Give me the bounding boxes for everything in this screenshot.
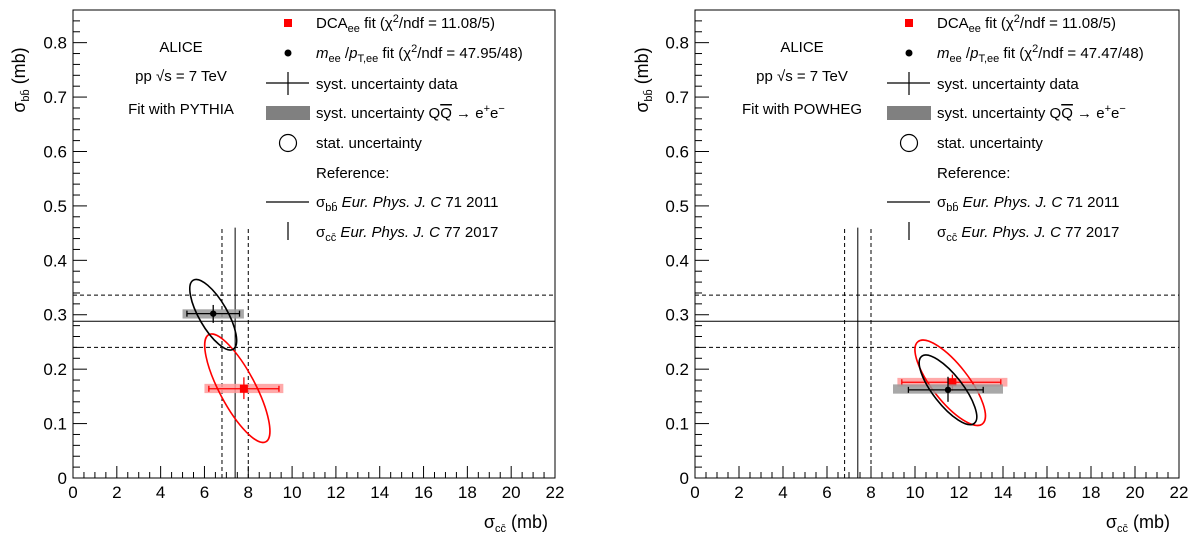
y-tick-label: 0.5 [43, 197, 67, 216]
legend-entry-stat: stat. uncertainty [316, 135, 422, 152]
y-tick-label: 0.8 [665, 34, 689, 53]
legend-entry-ref-bb: σbb̄ Eur. Phys. J. C 71 2011 [316, 194, 498, 214]
legend-marker-red-square [905, 19, 913, 27]
y-tick-label: 0.1 [43, 415, 67, 434]
reference-lines [695, 227, 1179, 478]
y-ticks: 0 0.1 0.2 0.3 0.4 0.5 0.6 0.7 0.8 [665, 20, 709, 488]
legend-marker-cross [266, 72, 309, 95]
legend-entry-reference: Reference: [937, 165, 1010, 182]
data-point-dca [948, 378, 957, 387]
x-tick-label: 10 [906, 483, 925, 502]
x-tick-label: 12 [950, 483, 969, 502]
x-tick-label: 6 [200, 483, 209, 502]
legend-entry-reference: Reference: [316, 165, 389, 182]
legend-marker-gray-box [266, 106, 310, 120]
x-axis-label: σcc̄ (mb) [1106, 512, 1170, 535]
legend-entry-syst-data: syst. uncertainty data [937, 76, 1079, 93]
legend-marker-cross [887, 72, 930, 95]
experiment-label: ALICE [159, 39, 202, 56]
right-panel: 0 2 4 6 8 10 12 14 16 18 20 22 00.10.20.30.40.50.60… [632, 9, 1188, 535]
legend-entry-mass: mee /pT,ee fit (χ2/ndf = 47.95/48) [316, 43, 523, 65]
data-point-mass [210, 310, 217, 317]
x-tick-label: 0 [68, 483, 77, 502]
data-marks [893, 339, 1008, 427]
legend-entry-dca: DCAee fit (χ2/ndf = 11.08/5) [937, 13, 1116, 35]
y-tick-label: 0 [58, 469, 67, 488]
x-ticks: 0 2 4 6 8 10 12 14 16 18 20 22 [68, 466, 564, 502]
x-tick-label: 14 [370, 483, 389, 502]
x-tick-label: 2 [734, 483, 743, 502]
legend-marker-black-dot [284, 49, 292, 57]
collision-label: pp √s = 7 TeV [135, 68, 227, 85]
left-panel: 0 2 4 6 8 10 12 14 16 18 20 22 00.10.20.30.40.50.60… [9, 9, 564, 535]
x-tick-label: 18 [1082, 483, 1101, 502]
fit-model-label: Fit with PYTHIA [128, 101, 234, 118]
y-tick-label: 0.4 [43, 251, 67, 270]
legend-entry-syst-qq: syst. uncertainty QQ → e+e− [316, 103, 505, 122]
reference-lines [73, 227, 555, 478]
x-tick-label: 18 [458, 483, 477, 502]
y-tick-label: 0.7 [43, 88, 67, 107]
y-tick-label: 0.7 [665, 88, 689, 107]
y-tick-label: 0.3 [43, 306, 67, 325]
legend: DCAee fit (χ2/ndf = 11.08/5) mee /pT,ee … [887, 13, 1144, 244]
legend-entry-ref-cc: σcc̄ Eur. Phys. J. C 77 2017 [316, 224, 498, 244]
x-tick-label: 4 [778, 483, 787, 502]
stat-ellipse [914, 339, 987, 427]
legend: DCAee fit (χ2/ndf = 11.08/5) mee /pT,ee … [266, 13, 523, 244]
legend-marker-red-square [284, 19, 292, 27]
collision-label: pp √s = 7 TeV [756, 68, 848, 85]
x-tick-label: 2 [112, 483, 121, 502]
x-tick-label: 22 [546, 483, 565, 502]
x-tick-label: 4 [156, 483, 165, 502]
x-tick-label: 0 [690, 483, 699, 502]
x-tick-label: 12 [326, 483, 345, 502]
x-axis-label: σcc̄ (mb) [484, 512, 548, 535]
y-tick-label: 0.6 [43, 142, 67, 161]
y-tick-label: 0 [680, 469, 689, 488]
y-tick-label: 0.6 [665, 142, 689, 161]
y-tick-label: 0.2 [665, 360, 689, 379]
x-tick-label: 8 [244, 483, 253, 502]
x-tick-label: 14 [994, 483, 1013, 502]
y-tick-label: 0.4 [665, 251, 689, 270]
legend-entry-ref-cc: σcc̄ Eur. Phys. J. C 77 2017 [937, 224, 1119, 244]
legend-entry-syst-data: syst. uncertainty data [316, 76, 458, 93]
x-tick-label: 8 [866, 483, 875, 502]
data-marks [182, 278, 284, 444]
y-tick-label: 0.1 [665, 415, 689, 434]
x-tick-label: 6 [822, 483, 831, 502]
x-tick-label: 16 [414, 483, 433, 502]
x-tick-label: 20 [502, 483, 521, 502]
y-tick-label: 0.8 [43, 34, 67, 53]
stat-ellipse [918, 354, 978, 426]
y-axis-label: σbb̄ (mb) [632, 47, 655, 112]
y-tick-label: 0.5 [665, 197, 689, 216]
x-tick-label: 22 [1170, 483, 1189, 502]
y-tick-label: 0.3 [665, 306, 689, 325]
y-axis-label: σbb̄ (mb) [9, 47, 32, 112]
legend-marker-gray-box [887, 106, 931, 120]
legend-marker-circle [278, 133, 298, 153]
legend-entry-ref-bb: σbb̄ Eur. Phys. J. C 71 2011 [937, 194, 1119, 214]
data-point-dca [239, 384, 248, 393]
x-tick-label: 20 [1126, 483, 1145, 502]
legend-entry-stat: stat. uncertainty [937, 135, 1043, 152]
x-ticks: 0 2 4 6 8 10 12 14 16 18 20 22 [690, 466, 1188, 502]
y-ticks: 0 0.1 0.2 0.3 0.4 0.5 0.6 0.7 0.8 [43, 20, 87, 488]
fit-model-label: Fit with POWHEG [742, 101, 862, 118]
legend-marker-black-dot [905, 49, 913, 57]
legend-entry-syst-qq: syst. uncertainty QQ → e+e− [937, 103, 1126, 122]
experiment-label: ALICE [780, 39, 823, 56]
legend-marker-circle [899, 133, 919, 153]
y-tick-label: 0.2 [43, 360, 67, 379]
x-tick-label: 16 [1038, 483, 1057, 502]
stat-ellipse [189, 278, 238, 351]
legend-entry-dca: DCAee fit (χ2/ndf = 11.08/5) [316, 13, 495, 35]
x-tick-label: 10 [283, 483, 302, 502]
legend-entry-mass: mee /pT,ee fit (χ2/ndf = 47.47/48) [937, 43, 1144, 65]
data-point-mass [944, 386, 952, 394]
